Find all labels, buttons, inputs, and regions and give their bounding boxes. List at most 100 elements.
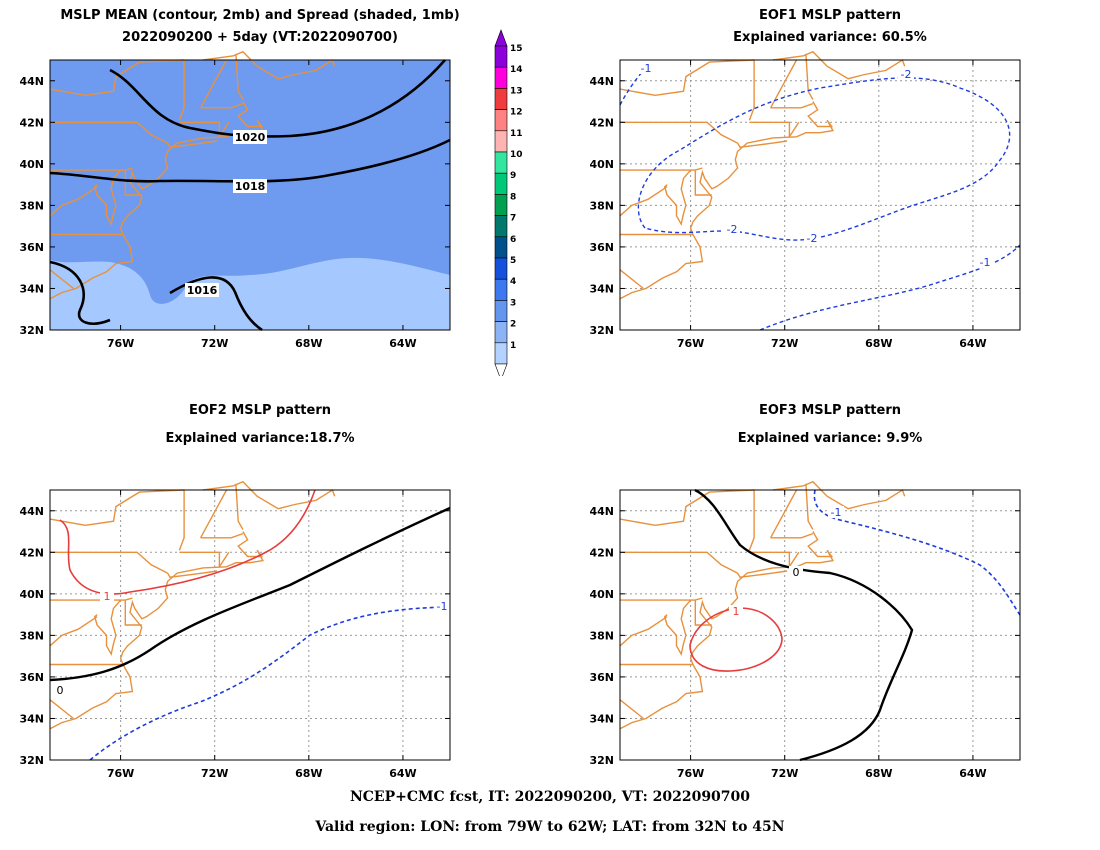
colorbar-box bbox=[494, 257, 508, 280]
lat-label: 34N bbox=[589, 282, 614, 295]
colorbar-label: 4 bbox=[510, 277, 516, 287]
border-line bbox=[772, 480, 906, 510]
eof1-contours bbox=[619, 64, 1021, 331]
border-line bbox=[179, 551, 221, 567]
colorbar-top-arrow bbox=[494, 29, 508, 47]
contour-1016-right bbox=[169, 276, 263, 332]
lon-label: 72W bbox=[201, 767, 228, 780]
contour-label-1020: 1020 bbox=[235, 131, 266, 144]
grid-lines bbox=[620, 490, 1020, 760]
border-line bbox=[788, 121, 800, 138]
colorbar-box bbox=[494, 278, 508, 301]
border-line bbox=[620, 167, 703, 171]
contour-label: -1 bbox=[980, 256, 991, 269]
border-line bbox=[178, 490, 185, 551]
colorbar-box bbox=[494, 215, 508, 238]
contour-label: 0 bbox=[793, 566, 800, 579]
border-line bbox=[166, 140, 218, 148]
border-line bbox=[619, 269, 644, 290]
colorbar-label: 12 bbox=[510, 108, 523, 118]
lat-label: 38N bbox=[19, 629, 44, 642]
border-line bbox=[620, 121, 738, 144]
contour-zero bbox=[694, 488, 914, 762]
colorbar-box bbox=[494, 88, 508, 110]
border-line bbox=[199, 59, 228, 109]
eof3-axes: 44N 42N 40N 38N 36N 34N 32N 76W 72W 68W 64W bbox=[589, 490, 1020, 780]
colorbar-label: 11 bbox=[510, 129, 523, 139]
lat-label: 36N bbox=[589, 241, 614, 254]
border-line bbox=[749, 121, 791, 137]
eof2-map-panel: 1 0 -1 44N 42N 40N 38N 36N 34N 32N 76W 72W 68W 64W bbox=[19, 480, 451, 780]
border-line bbox=[663, 599, 692, 657]
border-line bbox=[736, 570, 788, 578]
border-line bbox=[200, 102, 244, 109]
lat-label: 38N bbox=[589, 629, 614, 642]
border-line bbox=[770, 532, 814, 539]
lon-label: 72W bbox=[201, 337, 228, 350]
border-line bbox=[736, 140, 788, 148]
contour-label: -2 bbox=[727, 223, 738, 236]
colorbar-box bbox=[494, 300, 508, 322]
border-line bbox=[235, 53, 244, 100]
lon-label: 64W bbox=[389, 337, 416, 350]
coastline bbox=[619, 50, 906, 300]
contour-label: -1 bbox=[437, 600, 448, 613]
contour-label: 1 bbox=[733, 605, 740, 618]
eof1-axes: 44N 42N 40N 38N 36N 34N 32N 76W 72W 68W 64W bbox=[589, 60, 1020, 350]
lat-label: 36N bbox=[589, 671, 614, 684]
lon-label: 68W bbox=[865, 337, 892, 350]
colorbar-label: 9 bbox=[510, 171, 516, 181]
lon-label: 64W bbox=[959, 337, 986, 350]
border-line bbox=[749, 551, 791, 567]
lat-label: 44N bbox=[589, 75, 614, 88]
lat-label: 42N bbox=[19, 116, 44, 129]
colorbar-box bbox=[494, 321, 508, 344]
lat-label: 40N bbox=[19, 588, 44, 601]
contour-labels: 1020 1018 1016 bbox=[185, 130, 267, 297]
border-line bbox=[218, 551, 230, 568]
contour-label: -1 bbox=[831, 506, 842, 519]
lon-label: 68W bbox=[865, 767, 892, 780]
mean-map-panel: 1020 1018 1016 44N 42N 40N 38N 36N 34N 32N 76W 7… bbox=[19, 50, 451, 350]
border-line bbox=[50, 597, 133, 601]
border-line bbox=[93, 599, 122, 657]
border-line bbox=[788, 551, 800, 568]
border-line bbox=[49, 59, 185, 97]
border-line bbox=[49, 699, 74, 720]
border-line bbox=[49, 489, 185, 527]
eof2-contours bbox=[49, 489, 451, 761]
border-line bbox=[200, 532, 244, 539]
contour-pos1 bbox=[689, 607, 783, 672]
lat-label: 32N bbox=[589, 754, 614, 767]
lat-label: 40N bbox=[589, 158, 614, 171]
contour-pos1 bbox=[59, 489, 316, 595]
eof1-map-panel: -1 -2 -2 -2 -1 44N 42N 40N 38N 36N 34N 32N 76W 7… bbox=[589, 50, 1021, 350]
coastline bbox=[49, 50, 336, 300]
colorbar-label: 10 bbox=[510, 150, 523, 160]
border-line bbox=[619, 186, 668, 217]
colorbar-box bbox=[494, 342, 508, 365]
border-line bbox=[178, 60, 185, 121]
border-line bbox=[49, 616, 98, 647]
contour-neg2 bbox=[637, 77, 1011, 241]
eof2-axes: 44N 42N 40N 38N 36N 34N 32N 76W 72W 68W 64W bbox=[19, 490, 450, 780]
coastline bbox=[49, 480, 336, 730]
lon-label: 68W bbox=[295, 337, 322, 350]
lat-label: 40N bbox=[19, 158, 44, 171]
contour-label-1016: 1016 bbox=[187, 284, 218, 297]
colorbar-box bbox=[494, 236, 508, 259]
border-line bbox=[124, 170, 142, 196]
colorbar-box bbox=[494, 45, 508, 68]
colorbar-box bbox=[494, 151, 508, 174]
lat-label: 38N bbox=[589, 199, 614, 212]
contour-1016-left bbox=[49, 260, 111, 325]
footer-valid-region: Valid region: LON: from 79W to 62W; LAT:… bbox=[315, 819, 785, 835]
colorbar-label: 6 bbox=[510, 235, 516, 245]
border-line bbox=[772, 50, 906, 80]
border-line bbox=[619, 101, 834, 300]
eof3-map-panel: -1 0 1 44N 42N 40N 38N 36N 34N 32N 76W 72W 68W 64W bbox=[589, 480, 1021, 780]
colorbar-box bbox=[494, 66, 508, 89]
eof1-title: EOF1 MSLP pattern Explained variance: 60… bbox=[733, 8, 927, 45]
lat-label: 34N bbox=[19, 712, 44, 725]
border-line bbox=[50, 121, 168, 144]
